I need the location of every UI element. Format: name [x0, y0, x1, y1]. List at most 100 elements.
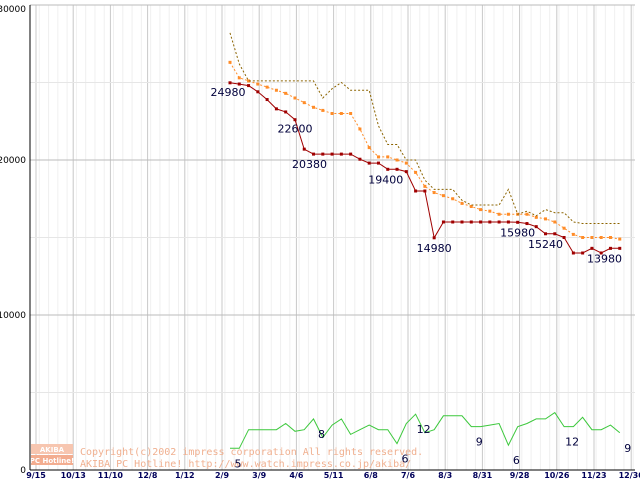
series-point-avg-price	[293, 96, 297, 100]
series-point-avg-price	[339, 112, 343, 115]
x-tick-label: 5/11	[324, 471, 344, 480]
series-point-avg-price	[284, 91, 288, 95]
series-point-min-price	[488, 220, 492, 224]
series-point-avg-price	[581, 236, 585, 239]
x-tick-label: 9/15	[26, 471, 46, 480]
series-point-min-price	[330, 152, 334, 156]
price-label: 15980	[500, 226, 535, 239]
series-point-min-price	[339, 152, 343, 156]
series-point-avg-price	[367, 146, 371, 150]
series-point-avg-price	[599, 236, 603, 239]
series-point-avg-price	[349, 112, 353, 115]
series-point-avg-price	[432, 191, 436, 195]
series-point-min-price	[581, 251, 585, 255]
series-point-avg-price	[506, 212, 510, 216]
price-label: 19400	[368, 173, 403, 186]
series-line-max-price	[229, 32, 620, 224]
series-line-min-price	[229, 82, 620, 254]
y-tick-label: 10000	[0, 311, 26, 321]
series-point-avg-price	[469, 205, 473, 208]
series-point-min-price	[312, 152, 316, 156]
series-point-avg-price	[376, 155, 380, 159]
series-point-avg-price	[441, 194, 445, 198]
price-label: 14980	[417, 242, 452, 255]
series-point-min-price	[562, 236, 566, 239]
axes: 9/15 10/13 11/10 12/8 1/12 2/9 3/9 4/6 5/11 6/8 7/…	[0, 5, 640, 480]
series-point-min-price	[302, 147, 306, 151]
x-tick-label: 11/10	[98, 471, 124, 480]
series-point-avg-price	[265, 85, 269, 89]
shop-count-label: 6	[513, 454, 520, 467]
watermark: AKIBA PC Hotline! Copyright(c)2002 impre…	[30, 444, 423, 470]
series-point-avg-price	[544, 217, 548, 221]
series-point-min-price	[265, 98, 269, 102]
shop-count-label: 12	[565, 436, 579, 449]
series-point-avg-price	[451, 197, 455, 201]
shop-count-label: 9	[476, 436, 483, 449]
series-point-min-price	[432, 236, 436, 240]
series-point-min-price	[256, 90, 260, 94]
shop-count-label: 8	[318, 428, 325, 441]
x-tick-label: 10/13	[61, 471, 86, 480]
series-point-min-price	[599, 251, 603, 255]
series-point-avg-price	[386, 155, 390, 159]
series-point-min-price	[525, 222, 529, 226]
series-point-min-price	[395, 167, 399, 171]
series-point-avg-price	[460, 201, 464, 205]
series-point-min-price	[358, 157, 362, 161]
series-point-avg-price	[256, 82, 260, 86]
series-point-avg-price	[414, 170, 418, 174]
series-line-shop-count	[230, 411, 621, 449]
series-point-avg-price	[525, 212, 529, 216]
series-point-min-price	[497, 220, 501, 224]
x-tick-label: 2/9	[215, 471, 229, 480]
series-point-min-price	[460, 220, 464, 224]
series-point-min-price	[590, 246, 594, 250]
series-point-min-price	[237, 82, 241, 86]
series-point-avg-price	[618, 237, 622, 241]
series-point-avg-price	[534, 215, 538, 219]
series-point-avg-price	[358, 127, 362, 131]
price-label: 20380	[292, 158, 327, 171]
price-label: 15240	[528, 238, 563, 251]
x-tick-label: 10/26	[544, 471, 570, 480]
x-tick-label: 6/8	[364, 471, 378, 480]
x-tick-label: 3/9	[252, 471, 266, 480]
price-label: 22600	[277, 123, 312, 136]
series-point-avg-price	[330, 112, 334, 115]
series-point-avg-price	[608, 236, 612, 239]
series-point-avg-price	[274, 88, 278, 92]
series-point-min-price	[571, 251, 575, 255]
y-tick-label: 0	[20, 466, 26, 476]
series-point-min-price	[349, 152, 353, 156]
series-point-min-price	[553, 232, 557, 236]
series-point-avg-price	[423, 184, 427, 188]
series-point-min-price	[321, 152, 325, 156]
series-point-min-price	[228, 81, 232, 85]
series	[228, 32, 622, 449]
x-tick-label: 4/6	[289, 471, 303, 480]
series-point-min-price	[414, 189, 418, 193]
series-point-min-price	[293, 118, 297, 122]
series-point-avg-price	[312, 105, 316, 109]
x-tick-label: 12/30	[619, 471, 640, 480]
series-line-avg-price	[229, 62, 620, 240]
series-point-avg-price	[237, 76, 241, 80]
x-tick-label: 8/3	[438, 471, 452, 480]
series-point-min-price	[506, 220, 510, 224]
watermark-badge-top	[31, 444, 73, 454]
series-point-avg-price	[321, 108, 325, 112]
watermark-copyright: Copyright(c)2002 impress corporation All…	[80, 447, 423, 458]
series-point-min-price	[274, 107, 278, 111]
series-point-avg-price	[497, 212, 501, 216]
series-point-avg-price	[553, 220, 557, 224]
series-point-avg-price	[479, 208, 483, 212]
shop-count-label: 9	[624, 442, 631, 455]
series-point-min-price	[441, 220, 445, 224]
watermark-url: AKIBA PC Hotline! http://www.watch.impre…	[80, 459, 411, 470]
series-point-avg-price	[571, 232, 575, 236]
series-point-avg-price	[562, 226, 566, 230]
x-tick-label: 12/8	[138, 471, 158, 480]
